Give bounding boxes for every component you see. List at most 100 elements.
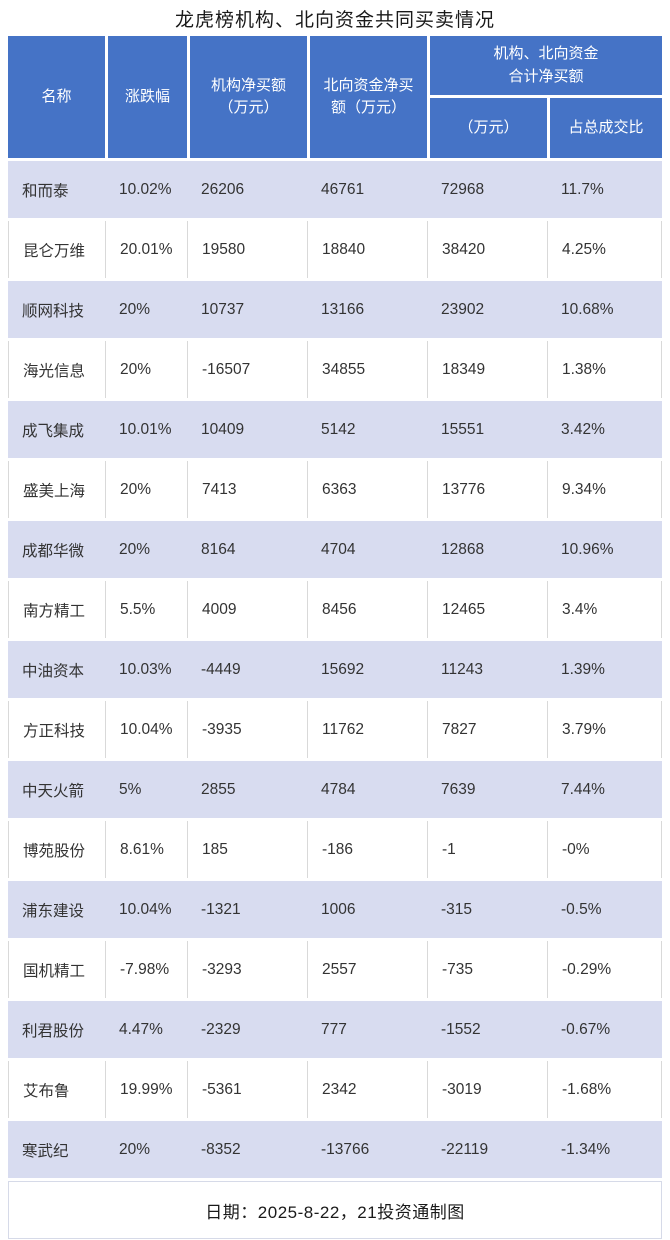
cell-total-net: 38420: [427, 221, 547, 278]
cell-inst-net: 2855: [187, 761, 307, 818]
col-header-inst-net: 机构净买额 （万元）: [187, 36, 307, 158]
cell-turnover-ratio: -1.68%: [547, 1061, 663, 1118]
cell-north-net: 2557: [307, 941, 427, 998]
cell-change: 20%: [105, 1121, 187, 1178]
col-header-north-net: 北向资金净买 额（万元）: [307, 36, 427, 158]
table-footer: 日期：2025-8-22，21投资通制图: [8, 1181, 663, 1239]
table-row: 和而泰 10.02% 26206 46761 72968 11.7%: [8, 161, 663, 218]
cell-total-net: -3019: [427, 1061, 547, 1118]
cell-north-net: 4704: [307, 521, 427, 578]
cell-inst-net: 26206: [187, 161, 307, 218]
cell-turnover-ratio: 1.39%: [547, 641, 663, 698]
cell-inst-net: -3935: [187, 701, 307, 758]
cell-change: 20%: [105, 521, 187, 578]
col-header-change: 涨跌幅: [105, 36, 187, 158]
cell-name: 利君股份: [8, 1001, 105, 1058]
cell-north-net: 4784: [307, 761, 427, 818]
cell-inst-net: 8164: [187, 521, 307, 578]
cell-total-net: 72968: [427, 161, 547, 218]
cell-turnover-ratio: 3.79%: [547, 701, 663, 758]
cell-change: 10.03%: [105, 641, 187, 698]
cell-name: 海光信息: [8, 341, 105, 398]
cell-name: 盛美上海: [8, 461, 105, 518]
cell-north-net: 11762: [307, 701, 427, 758]
cell-name: 中油资本: [8, 641, 105, 698]
table-row: 顺网科技 20% 10737 13166 23902 10.68%: [8, 281, 663, 338]
cell-inst-net: -1321: [187, 881, 307, 938]
table-row: 艾布鲁 19.99% -5361 2342 -3019 -1.68%: [8, 1061, 663, 1118]
cell-change: 20.01%: [105, 221, 187, 278]
table-row: 国机精工 -7.98% -3293 2557 -735 -0.29%: [8, 941, 663, 998]
col-header-name: 名称: [8, 36, 105, 158]
cell-turnover-ratio: -0.29%: [547, 941, 663, 998]
cell-turnover-ratio: 10.96%: [547, 521, 663, 578]
cell-north-net: 6363: [307, 461, 427, 518]
cell-name: 和而泰: [8, 161, 105, 218]
cell-turnover-ratio: -0.67%: [547, 1001, 663, 1058]
cell-change: 10.02%: [105, 161, 187, 218]
cell-turnover-ratio: 7.44%: [547, 761, 663, 818]
cell-north-net: 5142: [307, 401, 427, 458]
stocks-table: 名称 涨跌幅 机构净买额 （万元） 北向资金净买 额（万元） 机构、北向资金 合…: [8, 33, 663, 1240]
cell-total-net: 13776: [427, 461, 547, 518]
cell-change: 8.61%: [105, 821, 187, 878]
table-row: 海光信息 20% -16507 34855 18349 1.38%: [8, 341, 663, 398]
cell-total-net: 23902: [427, 281, 547, 338]
cell-north-net: 13166: [307, 281, 427, 338]
cell-name: 成都华微: [8, 521, 105, 578]
col-header-combined-ratio: 占总成交比: [547, 98, 663, 158]
table-row: 昆仑万维 20.01% 19580 18840 38420 4.25%: [8, 221, 663, 278]
cell-total-net: -1: [427, 821, 547, 878]
cell-turnover-ratio: 10.68%: [547, 281, 663, 338]
cell-change: 4.47%: [105, 1001, 187, 1058]
cell-name: 方正科技: [8, 701, 105, 758]
cell-inst-net: -8352: [187, 1121, 307, 1178]
cell-north-net: 46761: [307, 161, 427, 218]
cell-change: -7.98%: [105, 941, 187, 998]
cell-change: 10.01%: [105, 401, 187, 458]
cell-turnover-ratio: 9.34%: [547, 461, 663, 518]
footer-note: 日期：2025-8-22，21投资通制图: [8, 1181, 663, 1239]
table-row: 中天火箭 5% 2855 4784 7639 7.44%: [8, 761, 663, 818]
header-row-sub: （万元） 占总成交比: [8, 98, 663, 158]
cell-total-net: 7639: [427, 761, 547, 818]
page-title: 龙虎榜机构、北向资金共同买卖情况: [174, 10, 495, 31]
cell-name: 浦东建设: [8, 881, 105, 938]
col-header-combined-wan: （万元）: [427, 98, 547, 158]
cell-turnover-ratio: 3.4%: [547, 581, 663, 638]
cell-inst-net: 19580: [187, 221, 307, 278]
cell-inst-net: 10737: [187, 281, 307, 338]
cell-turnover-ratio: -0%: [547, 821, 663, 878]
cell-turnover-ratio: -1.34%: [547, 1121, 663, 1178]
cell-north-net: 15692: [307, 641, 427, 698]
table-row: 方正科技 10.04% -3935 11762 7827 3.79%: [8, 701, 663, 758]
cell-inst-net: 185: [187, 821, 307, 878]
cell-change: 20%: [105, 461, 187, 518]
cell-change: 10.04%: [105, 701, 187, 758]
cell-name: 艾布鲁: [8, 1061, 105, 1118]
cell-total-net: 15551: [427, 401, 547, 458]
cell-inst-net: -5361: [187, 1061, 307, 1118]
cell-inst-net: -4449: [187, 641, 307, 698]
cell-north-net: -13766: [307, 1121, 427, 1178]
table-row: 成都华微 20% 8164 4704 12868 10.96%: [8, 521, 663, 578]
footer-row: 日期：2025-8-22，21投资通制图: [8, 1181, 663, 1239]
cell-total-net: -1552: [427, 1001, 547, 1058]
cell-inst-net: -16507: [187, 341, 307, 398]
cell-name: 昆仑万维: [8, 221, 105, 278]
col-header-combined: 机构、北向资金 合计净买额: [427, 36, 663, 95]
cell-north-net: 34855: [307, 341, 427, 398]
cell-total-net: 12465: [427, 581, 547, 638]
cell-inst-net: -2329: [187, 1001, 307, 1058]
cell-inst-net: 7413: [187, 461, 307, 518]
cell-name: 中天火箭: [8, 761, 105, 818]
cell-turnover-ratio: 1.38%: [547, 341, 663, 398]
cell-turnover-ratio: 3.42%: [547, 401, 663, 458]
cell-inst-net: 4009: [187, 581, 307, 638]
cell-north-net: 1006: [307, 881, 427, 938]
cell-name: 博苑股份: [8, 821, 105, 878]
table-row: 南方精工 5.5% 4009 8456 12465 3.4%: [8, 581, 663, 638]
table-row: 成飞集成 10.01% 10409 5142 15551 3.42%: [8, 401, 663, 458]
cell-total-net: -22119: [427, 1121, 547, 1178]
